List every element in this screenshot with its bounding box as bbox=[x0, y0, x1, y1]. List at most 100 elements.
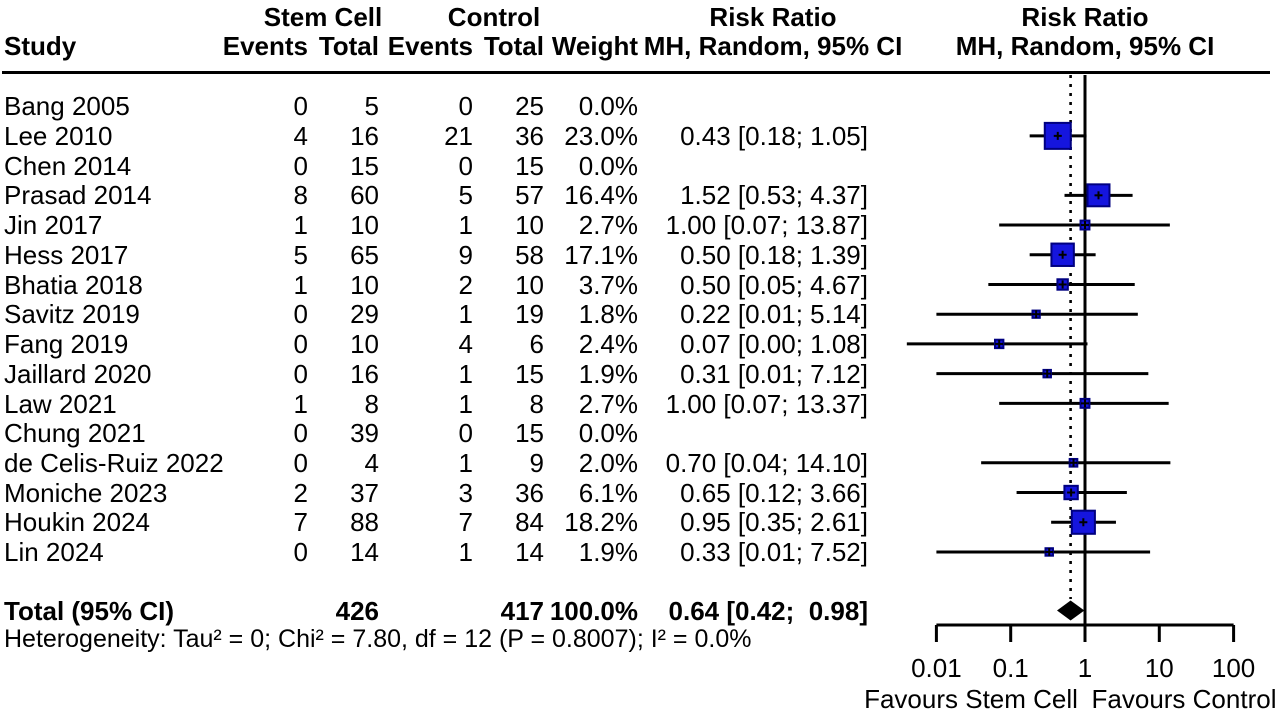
stemcell-events: 0 bbox=[293, 150, 308, 181]
total-row: Total (95% CI) 426 417 100.0% 0.64 [0.42… bbox=[0, 596, 900, 626]
control-events: 5 bbox=[458, 180, 473, 211]
stemcell-events: 0 bbox=[293, 537, 308, 568]
weight-value: 2.4% bbox=[578, 329, 638, 360]
study-name: Law 2021 bbox=[4, 388, 117, 419]
stemcell-events: 2 bbox=[293, 477, 308, 508]
weight-value: 6.1% bbox=[578, 477, 638, 508]
axis-tick-label: 0.01 bbox=[911, 653, 962, 683]
stemcell-total: 10 bbox=[350, 269, 379, 300]
control-events: 2 bbox=[458, 269, 473, 300]
weight-value: 2.0% bbox=[578, 447, 638, 478]
weight-value: 2.7% bbox=[578, 210, 638, 241]
table-row: Prasad 2014 8 60 5 57 16.4% 1.52 [0.53; 4.37] bbox=[0, 180, 900, 210]
weight-value: 1.9% bbox=[578, 537, 638, 568]
total-control-n: 417 bbox=[500, 596, 544, 626]
control-total: 15 bbox=[515, 418, 544, 449]
rr-ci-text: 0.43 [0.18; 1.05] bbox=[680, 121, 868, 152]
study-name: Jaillard 2020 bbox=[4, 358, 152, 389]
favours-right-label: Favours Control bbox=[1092, 684, 1277, 714]
study-name: Bang 2005 bbox=[4, 91, 130, 122]
axis-tick-label: 10 bbox=[1145, 653, 1174, 683]
group1-header: Stem Cell bbox=[263, 2, 383, 32]
stemcell-total: 29 bbox=[350, 299, 379, 330]
weight-value: 1.8% bbox=[578, 299, 638, 330]
rr-plot-header-line1: Risk Ratio bbox=[1021, 2, 1149, 32]
stemcell-total: 14 bbox=[350, 537, 379, 568]
total-weight: 100.0% bbox=[549, 596, 638, 626]
events1-header: Events bbox=[222, 31, 308, 61]
weight-value: 2.7% bbox=[578, 388, 638, 419]
control-total: 10 bbox=[515, 269, 544, 300]
control-events: 4 bbox=[458, 329, 473, 360]
stemcell-events: 0 bbox=[293, 358, 308, 389]
table-row: Law 2021 1 8 1 8 2.7% 1.00 [0.07; 13.37] bbox=[0, 389, 900, 419]
table-row: Lin 2024 0 14 1 14 1.9% 0.33 [0.01; 7.52] bbox=[0, 537, 900, 567]
stemcell-events: 0 bbox=[293, 447, 308, 478]
total2-header: Total bbox=[483, 31, 544, 61]
stemcell-total: 65 bbox=[350, 239, 379, 270]
table-row: Hess 2017 5 65 9 58 17.1% 0.50 [0.18; 1.39] bbox=[0, 240, 900, 270]
study-name: Chung 2021 bbox=[4, 418, 146, 449]
stemcell-events: 1 bbox=[293, 269, 308, 300]
stemcell-total: 8 bbox=[364, 388, 379, 419]
control-events: 21 bbox=[444, 121, 473, 152]
table-row: Bhatia 2018 1 10 2 10 3.7% 0.50 [0.05; 4.67] bbox=[0, 270, 900, 300]
weight-value: 23.0% bbox=[564, 121, 638, 152]
table-row: Jin 2017 1 10 1 10 2.7% 1.00 [0.07; 13.87] bbox=[0, 210, 900, 240]
axis-tick-label: 0.1 bbox=[993, 653, 1029, 683]
favours-left-label: Favours Stem Cell bbox=[864, 684, 1078, 714]
total-label: Total (95% CI) bbox=[4, 596, 174, 626]
study-name: Bhatia 2018 bbox=[4, 269, 143, 300]
study-name: Chen 2014 bbox=[4, 150, 132, 181]
study-name: Moniche 2023 bbox=[4, 477, 168, 508]
axis-tick-label: 1 bbox=[1078, 653, 1092, 683]
rr-text-header-line2: MH, Random, 95% CI bbox=[643, 31, 903, 61]
control-events: 1 bbox=[458, 447, 473, 478]
rr-ci-text: 0.70 [0.04; 14.10] bbox=[665, 447, 868, 478]
rr-ci-text: 0.31 [0.01; 7.12] bbox=[680, 358, 868, 389]
weight-value: 0.0% bbox=[578, 150, 638, 181]
study-name: Jin 2017 bbox=[4, 210, 103, 241]
control-events: 1 bbox=[458, 388, 473, 419]
control-total: 19 bbox=[515, 299, 544, 330]
axis-tick-label: 100 bbox=[1212, 653, 1255, 683]
rr-ci-text: 0.50 [0.18; 1.39] bbox=[680, 239, 868, 270]
study-name: Savitz 2019 bbox=[4, 299, 140, 330]
weight-value: 0.0% bbox=[578, 418, 638, 449]
weight-value: 3.7% bbox=[578, 269, 638, 300]
events2-header: Events bbox=[387, 31, 473, 61]
control-events: 7 bbox=[458, 507, 473, 538]
total-rr-ci: 0.64 [0.42; 0.98] bbox=[668, 596, 868, 626]
study-name: Fang 2019 bbox=[4, 329, 129, 360]
weight-value: 1.9% bbox=[578, 358, 638, 389]
control-events: 1 bbox=[458, 537, 473, 568]
stemcell-events: 0 bbox=[293, 91, 308, 122]
pooled-diamond bbox=[1057, 600, 1085, 621]
stemcell-events: 4 bbox=[293, 121, 308, 152]
stemcell-total: 4 bbox=[364, 447, 379, 478]
weight-value: 16.4% bbox=[564, 180, 638, 211]
control-total: 15 bbox=[515, 150, 544, 181]
rr-ci-text: 1.00 [0.07; 13.37] bbox=[665, 388, 868, 419]
control-total: 14 bbox=[515, 537, 544, 568]
weight-header: Weight bbox=[551, 31, 638, 61]
table-row: Chung 2021 0 39 0 15 0.0% bbox=[0, 418, 900, 448]
stemcell-total: 10 bbox=[350, 329, 379, 360]
control-total: 58 bbox=[515, 239, 544, 270]
control-total: 36 bbox=[515, 477, 544, 508]
stemcell-events: 1 bbox=[293, 210, 308, 241]
study-name: Prasad 2014 bbox=[4, 180, 152, 211]
stemcell-events: 0 bbox=[293, 418, 308, 449]
control-events: 1 bbox=[458, 210, 473, 241]
table-row: Chen 2014 0 15 0 15 0.0% bbox=[0, 151, 900, 181]
rr-ci-text: 0.07 [0.00; 1.08] bbox=[680, 329, 868, 360]
table-row: de Celis-Ruiz 2022 0 4 1 9 2.0% 0.70 [0.04; 14… bbox=[0, 448, 900, 478]
control-events: 9 bbox=[458, 239, 473, 270]
stemcell-events: 0 bbox=[293, 299, 308, 330]
table-row: Jaillard 2020 0 16 1 15 1.9% 0.31 [0.01; 7.12] bbox=[0, 359, 900, 389]
rr-ci-text: 0.65 [0.12; 3.66] bbox=[680, 477, 868, 508]
weight-value: 0.0% bbox=[578, 91, 638, 122]
control-total: 9 bbox=[529, 447, 544, 478]
stemcell-total: 16 bbox=[350, 358, 379, 389]
